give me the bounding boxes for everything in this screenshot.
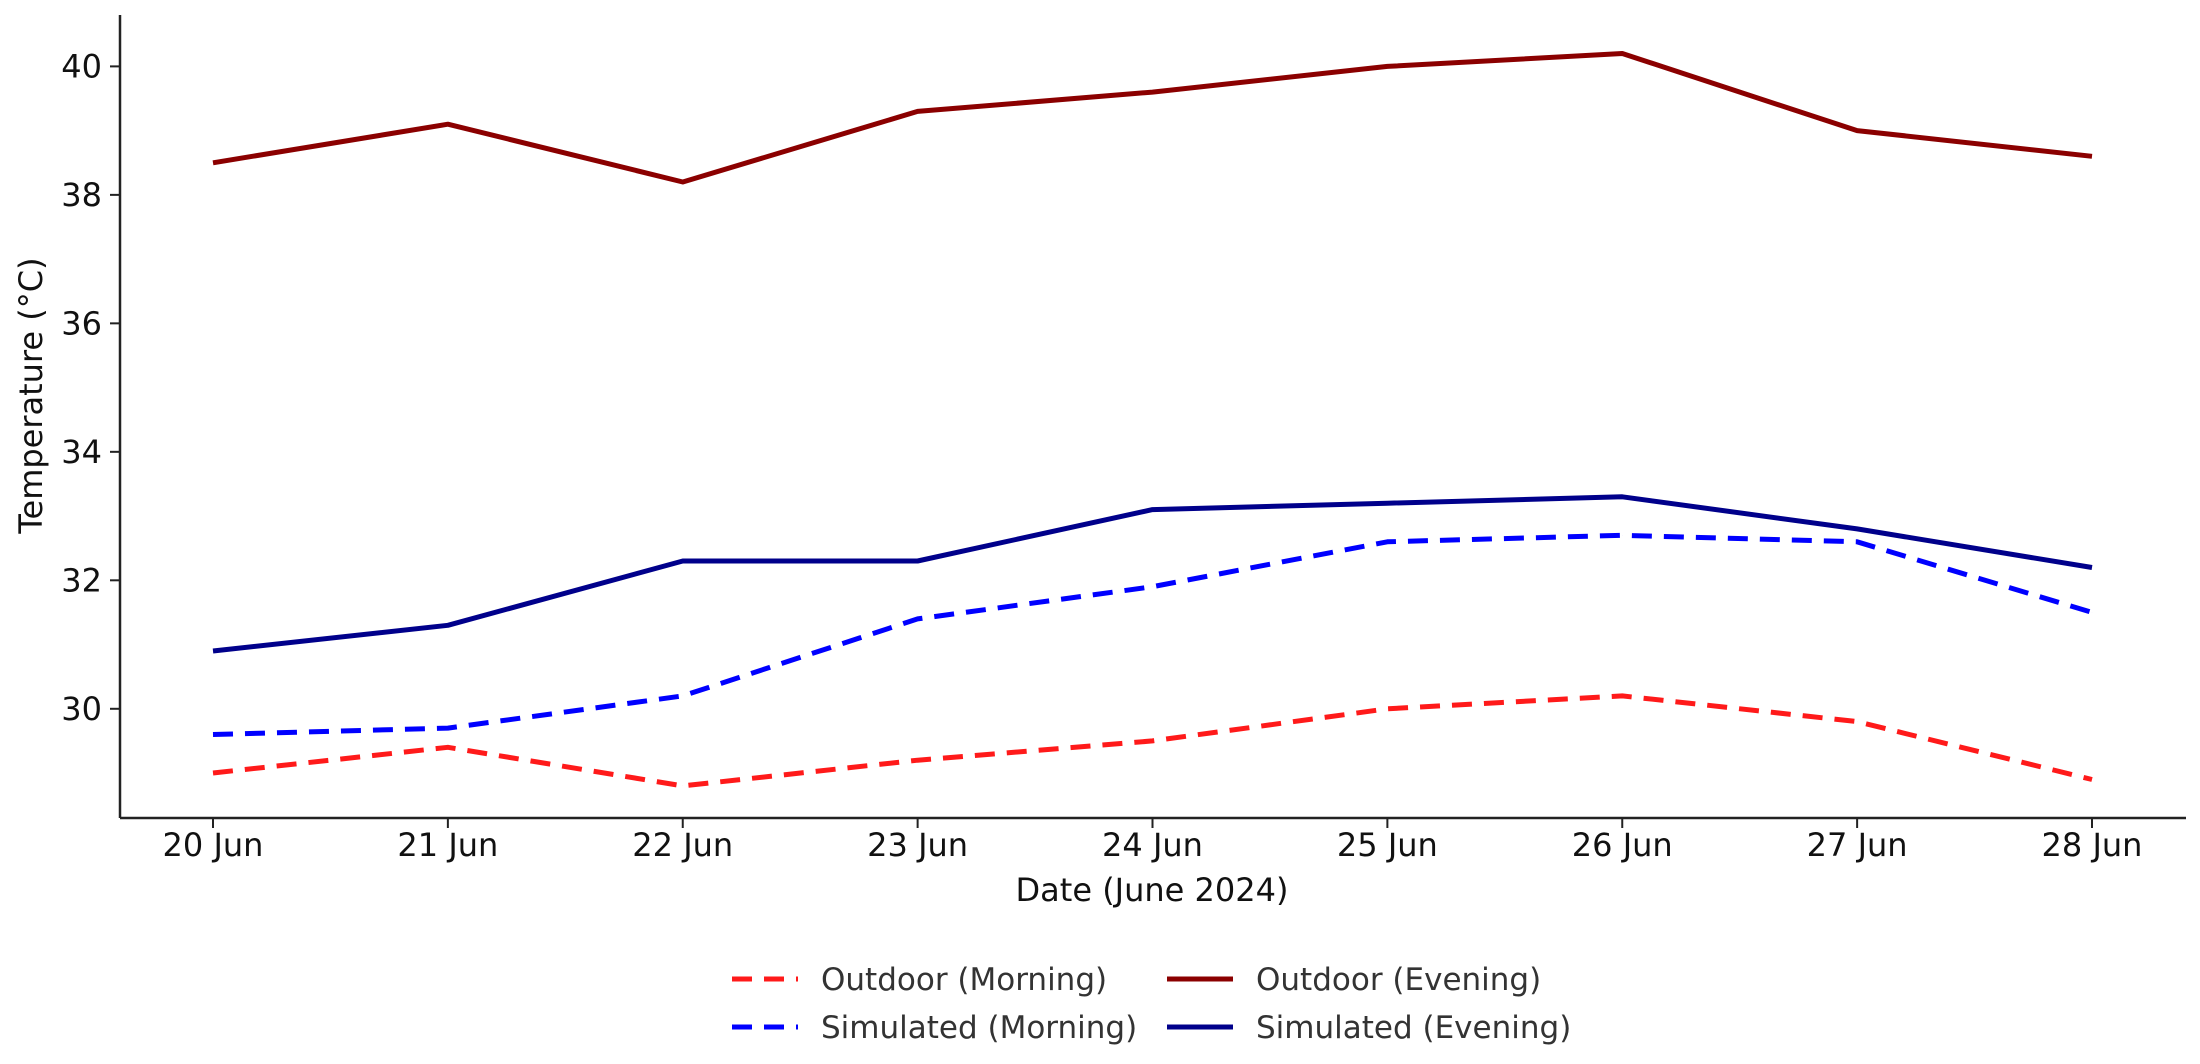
y-tick-label: 32 (61, 561, 102, 599)
legend-label: Simulated (Morning) (821, 1010, 1137, 1046)
x-tick-label: 27 Jun (1807, 826, 1908, 864)
legend-label: Simulated (Evening) (1256, 1010, 1571, 1046)
legend: Outdoor (Morning) Outdoor (Evening) Simula… (732, 962, 1571, 1046)
legend-item-outdoor-morning: Outdoor (Morning) (732, 962, 1107, 998)
series-line-simulated-evening (212, 494, 2093, 654)
series-lines (212, 51, 2093, 789)
x-tick-label: 26 Jun (1572, 826, 1673, 864)
y-tick-label: 34 (61, 433, 102, 471)
series-line-outdoor-evening (212, 51, 2093, 185)
y-tick-label: 36 (61, 304, 102, 342)
legend-item-simulated-evening: Simulated (Evening) (1167, 1010, 1571, 1046)
x-axis-label: Date (June 2024) (1016, 871, 1289, 909)
y-tick-label: 40 (61, 47, 102, 85)
series-line-simulated-morning (212, 532, 2093, 737)
y-axis-label: Temperature (°C) (12, 257, 50, 534)
x-tick-label: 21 Jun (397, 826, 498, 864)
legend-label: Outdoor (Morning) (821, 962, 1107, 998)
y-tick-label: 38 (61, 176, 102, 214)
legend-label: Outdoor (Evening) (1256, 962, 1541, 998)
x-tick-label: 28 Jun (2042, 826, 2143, 864)
x-tick-label: 23 Jun (867, 826, 968, 864)
x-tick-label: 22 Jun (632, 826, 733, 864)
chart-axes: 20 Jun 21 Jun 22 Jun 23 Jun 24 Jun 25 Jun 26 J… (61, 15, 2186, 864)
x-tick-label: 24 Jun (1102, 826, 1203, 864)
y-tick-label: 30 (61, 690, 102, 728)
x-tick-label: 25 Jun (1337, 826, 1438, 864)
legend-item-simulated-morning: Simulated (Morning) (732, 1010, 1137, 1046)
x-tick-label: 20 Jun (163, 826, 264, 864)
legend-item-outdoor-evening: Outdoor (Evening) (1167, 962, 1541, 998)
